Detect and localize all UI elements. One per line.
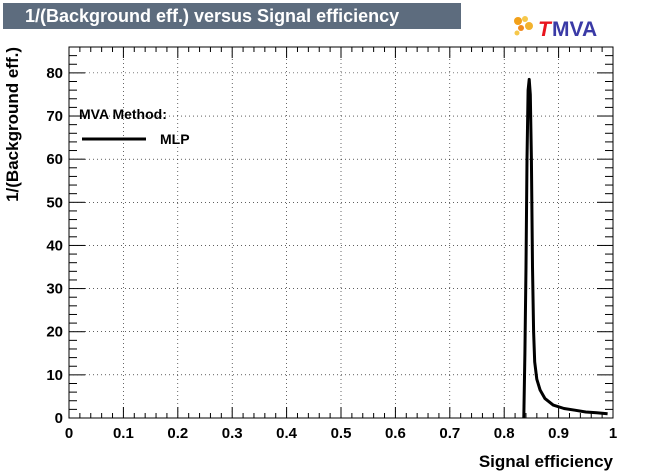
- tmva-logo: T MVA: [508, 13, 614, 43]
- legend-heading: MVA Method:: [79, 106, 167, 122]
- x-tick-label: 0.3: [222, 425, 243, 442]
- x-tick-label: 0.4: [276, 425, 298, 442]
- grid: [69, 47, 613, 418]
- y-tick-label: 20: [46, 324, 63, 341]
- y-tick-label: 40: [46, 237, 63, 254]
- y-tick-label: 10: [46, 367, 63, 384]
- plot-frame: [68, 46, 614, 419]
- y-tick-label: 30: [46, 281, 63, 298]
- x-tick-label: 1: [609, 425, 617, 442]
- x-tick-label: 0.6: [385, 425, 406, 442]
- chart-title: 1/(Background eff.) versus Signal effici…: [3, 3, 461, 29]
- axis-ticks: [68, 47, 614, 419]
- y-tick-label: 80: [46, 65, 63, 82]
- x-tick-label: 0.8: [494, 425, 515, 442]
- legend: MVA Method: MLP: [79, 106, 190, 147]
- series-layer: [522, 77, 608, 419]
- y-tick-label: 70: [46, 108, 63, 125]
- x-tick-label: 0.9: [548, 425, 569, 442]
- y-tick-label: 50: [46, 194, 63, 211]
- x-axis-title: Signal efficiency: [479, 452, 614, 471]
- x-tick-label: 0.2: [167, 425, 188, 442]
- x-tick-label: 0: [65, 425, 73, 442]
- legend-entry-mlp: MLP: [160, 131, 190, 147]
- x-tick-label: 0.7: [439, 425, 460, 442]
- logo-text: MVA: [552, 18, 597, 41]
- y-axis-title: 1/(Background eff.): [3, 47, 22, 202]
- x-tick-label: 0.5: [331, 425, 352, 442]
- y-tick-label: 0: [55, 410, 63, 427]
- y-tick-labels: 0 10 20 30 40 50 60 70 80: [46, 65, 63, 427]
- x-tick-labels: 0 0.1 0.2 0.3 0.4 0.5 0.6 0.7 0.8 0.9 1: [65, 425, 617, 442]
- series-line-mlp: [522, 77, 608, 419]
- logo-prefix: T: [538, 18, 553, 41]
- x-tick-label: 0.1: [113, 425, 134, 442]
- y-tick-label: 60: [46, 151, 63, 168]
